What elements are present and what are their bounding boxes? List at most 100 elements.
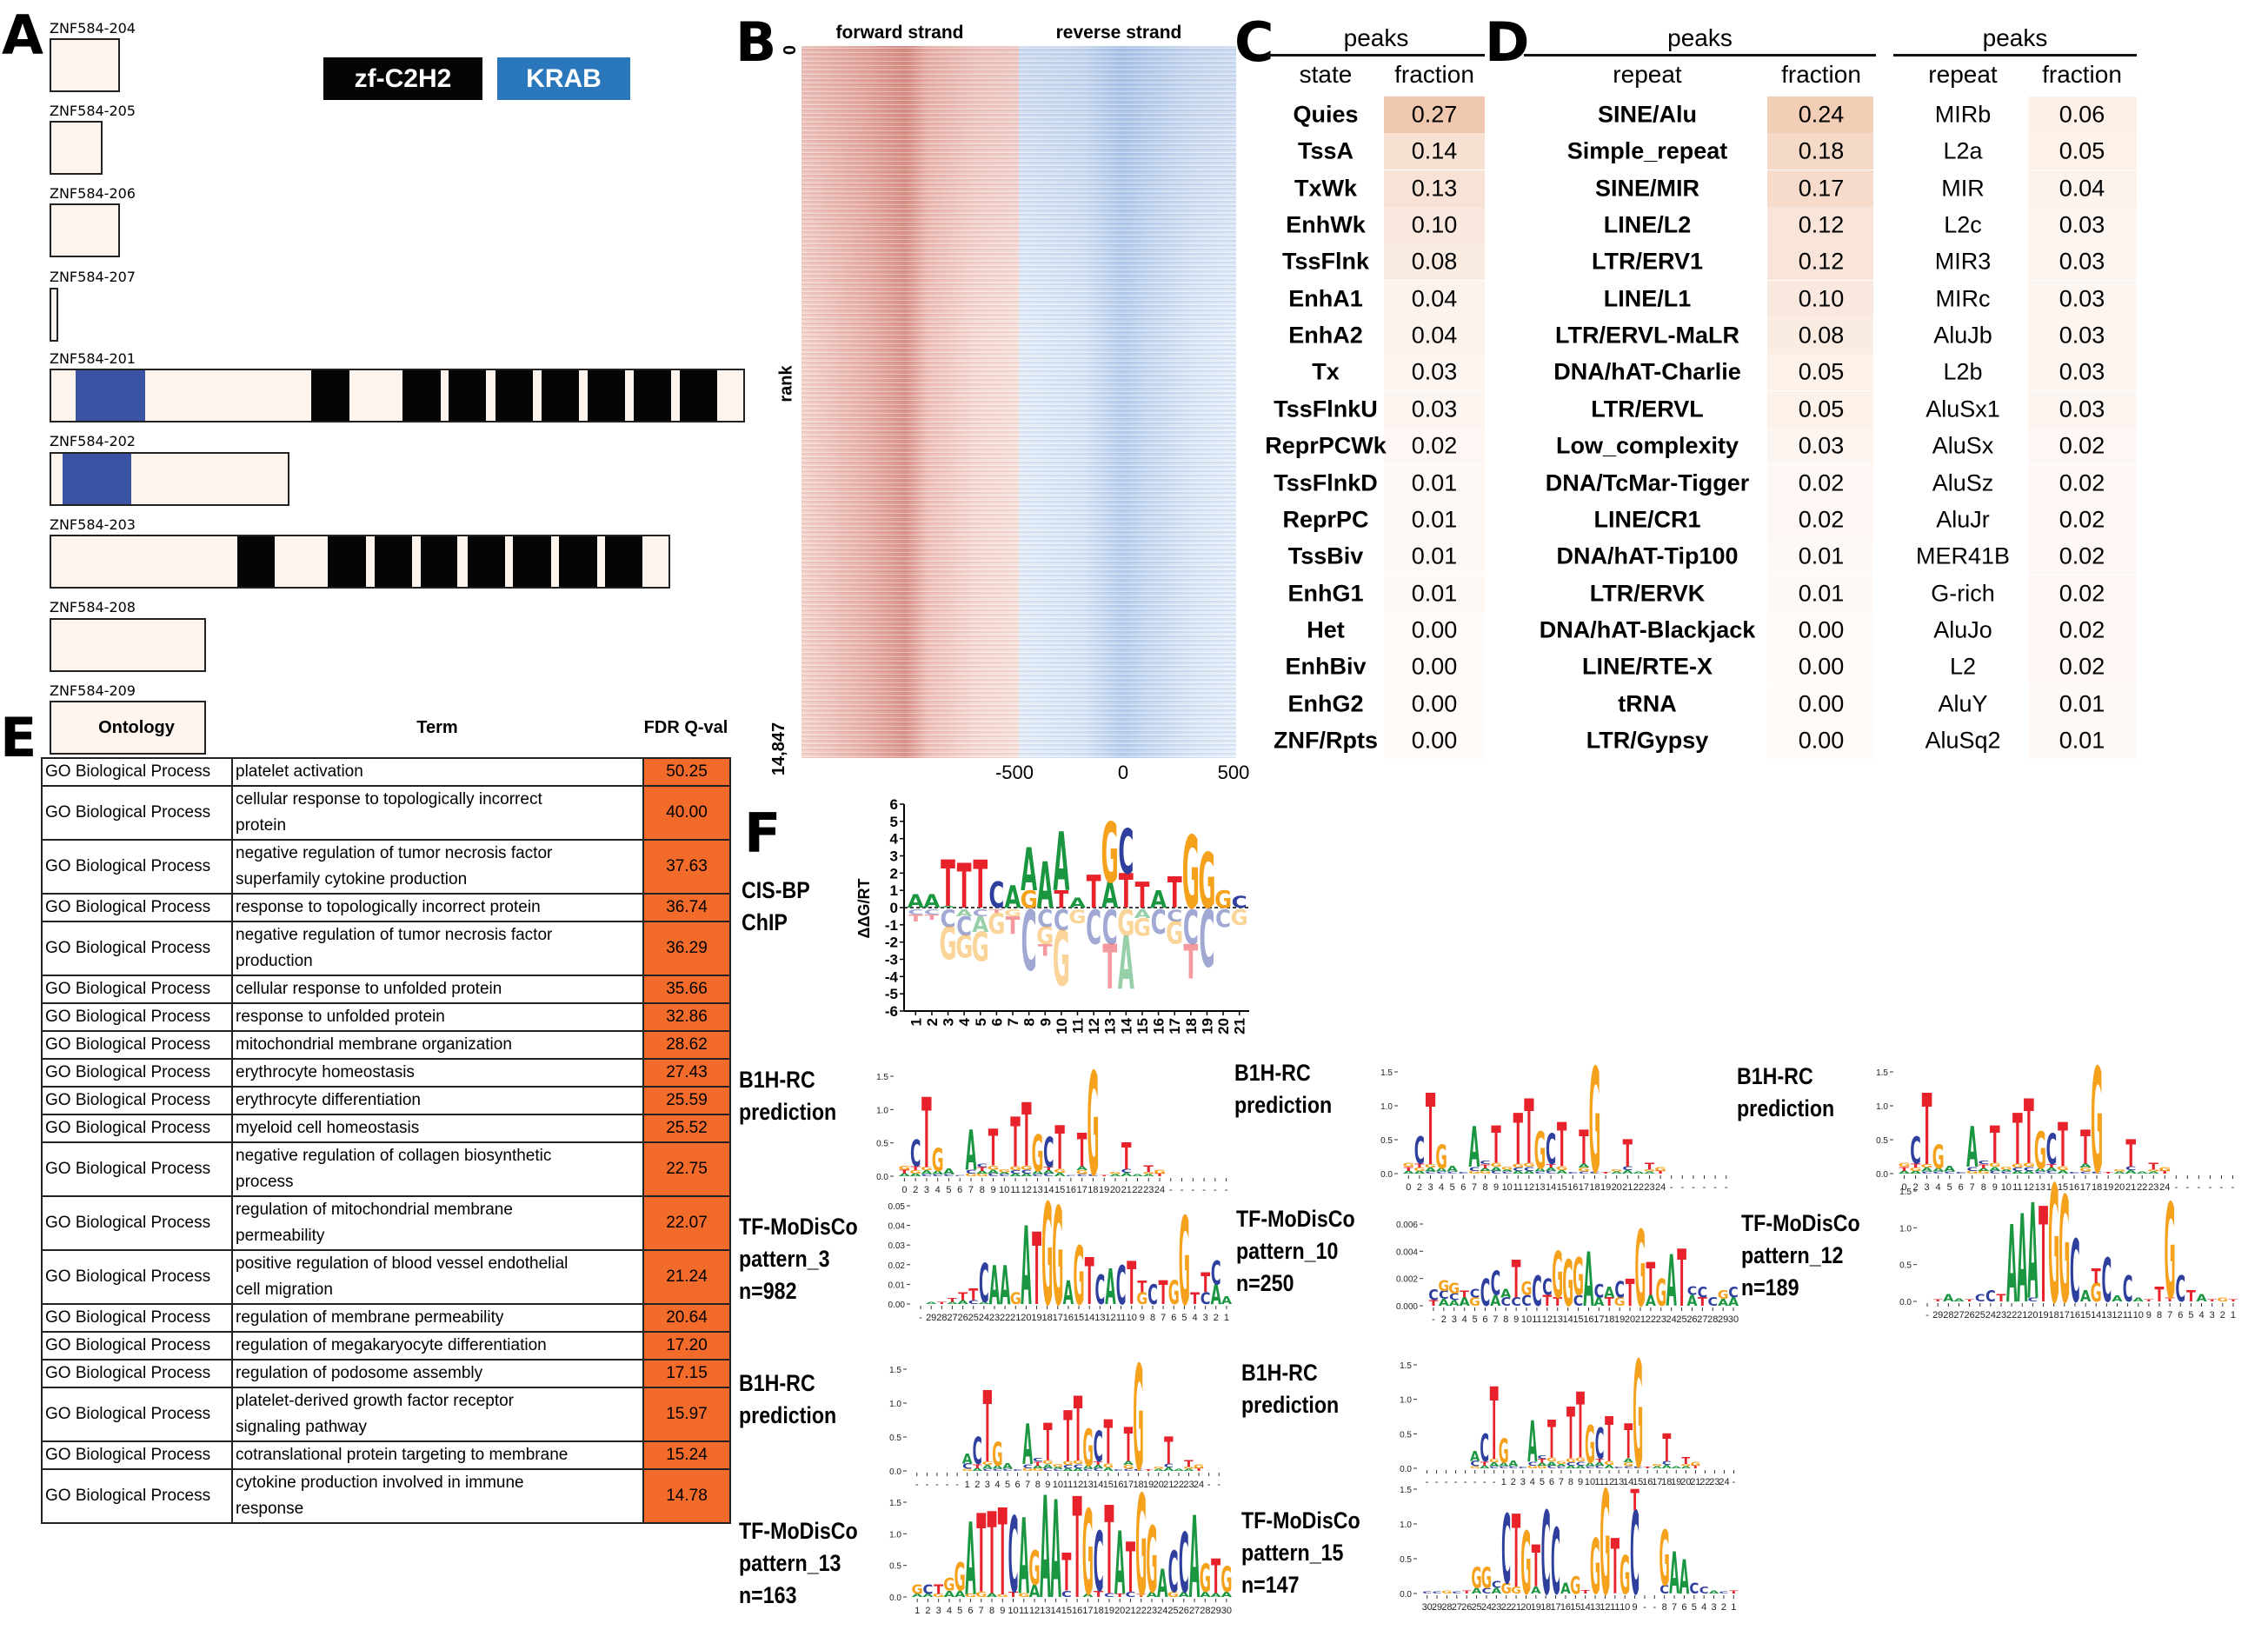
x-tick-label: 18 bbox=[1087, 1185, 1098, 1195]
logo-letter-a: A bbox=[1604, 1284, 1614, 1301]
logo-letter-g: G bbox=[1644, 1169, 1656, 1173]
panel_d2-row-fraction: 0.03 bbox=[2058, 396, 2105, 422]
logo-letter-t: T bbox=[1623, 1132, 1633, 1175]
logo-letter-a: A bbox=[1447, 1166, 1459, 1174]
logo-letter-g: G bbox=[1511, 1586, 1521, 1597]
logo-letter-c: C bbox=[966, 1168, 976, 1174]
y-tick-label: 1.5 bbox=[1876, 1068, 1888, 1078]
x-tick-label: 3 bbox=[1427, 1182, 1433, 1193]
logo-letter-c: C bbox=[1023, 1463, 1033, 1470]
fdr-qval-cell: 21.24 bbox=[642, 1249, 731, 1305]
logo-letter-c: C bbox=[1033, 1457, 1042, 1463]
y-tick-label: 1.0 bbox=[1876, 1102, 1888, 1112]
fraction-cell-shade bbox=[2028, 317, 2137, 355]
logo-letter-t: T bbox=[1061, 1543, 1071, 1604]
x-tick-label: 9 bbox=[1992, 1182, 1998, 1193]
logo-letter-c: C bbox=[1032, 1174, 1043, 1177]
logo-letter-a: A bbox=[1534, 1168, 1546, 1173]
logo-letter-t: T bbox=[921, 1078, 932, 1190]
logo-letter-g: G bbox=[992, 1434, 1003, 1474]
logo-letter-g: G bbox=[972, 924, 989, 971]
logo-letter-t: T bbox=[910, 1165, 921, 1171]
logo-letter-a: A bbox=[1989, 1166, 2000, 1172]
x-tick-label: 18 bbox=[1604, 1314, 1614, 1325]
x-tick-label: 16 bbox=[1151, 1018, 1167, 1035]
x-tick-label: 7 bbox=[968, 1185, 974, 1195]
logo-letter-c: C bbox=[1436, 1171, 1447, 1174]
logo-letter-c: C bbox=[993, 1468, 1002, 1472]
x-tick-label: 15 bbox=[1103, 1480, 1114, 1490]
panel_d1-row-fraction: 0.17 bbox=[1798, 175, 1845, 202]
x-tick-label: 24 bbox=[979, 1313, 989, 1323]
logo-letter-a: A bbox=[910, 1173, 922, 1177]
x-tick-label: - bbox=[1680, 1182, 1684, 1193]
x-tick-label: 14 bbox=[1118, 1017, 1134, 1034]
panel_c-row-label: TssBiv bbox=[1287, 542, 1364, 569]
logo-letter-c: C bbox=[1630, 1488, 1639, 1621]
y-tick-label: 1.5 bbox=[889, 1366, 901, 1375]
logo-letter-g: G bbox=[1575, 1456, 1586, 1463]
x-tick-label: 8 bbox=[2157, 1310, 2162, 1321]
logo-letter-a: A bbox=[1546, 1460, 1557, 1467]
fraction-cell-shade bbox=[2028, 170, 2137, 207]
logo-letter-c: C bbox=[943, 1174, 954, 1177]
logo-letter-g: G bbox=[1136, 1290, 1147, 1308]
x-tick-label: 5 bbox=[1540, 1477, 1545, 1487]
logo-letter-t: T bbox=[1085, 1244, 1094, 1320]
motif-source-label: B1H-RC prediction bbox=[1737, 1063, 1835, 1121]
logo-letter-c: C bbox=[1502, 1171, 1513, 1174]
logo-letter-c: C bbox=[1414, 1129, 1425, 1173]
logo-letter-c: C bbox=[2080, 1171, 2092, 1174]
x-tick-label: - bbox=[1713, 1182, 1717, 1193]
logo-letter-g: G bbox=[1471, 1562, 1481, 1596]
x-tick-label: 15 bbox=[1054, 1185, 1065, 1195]
panel_c-row-label: ReprPC bbox=[1282, 506, 1369, 533]
ontology-cell: GO Biological Process bbox=[41, 1058, 233, 1088]
x-tick-label: 11 bbox=[2012, 1182, 2022, 1193]
x-tick-label: 15 bbox=[1573, 1314, 1583, 1325]
x-tick-label: 7 bbox=[1672, 1602, 1677, 1613]
panel_d1-row-fraction: 0.03 bbox=[1798, 432, 1845, 459]
logo-letter-c: C bbox=[1043, 1467, 1053, 1472]
logo-letter-g: G bbox=[997, 1593, 1008, 1598]
logo-letter-c: C bbox=[979, 1252, 989, 1315]
term-cell: erythrocyte differentiation bbox=[231, 1086, 644, 1115]
y-tick-label: 4 bbox=[890, 831, 899, 848]
panel_d1-row-label: LTR/ERVL-MaLR bbox=[1555, 322, 1739, 349]
x-tick-label: 20 bbox=[2027, 1310, 2038, 1321]
logo-letter-t: T bbox=[957, 852, 972, 922]
logo-letter-g: G bbox=[1082, 1485, 1094, 1621]
x-tick-label: 24 bbox=[2159, 1182, 2170, 1193]
logo-letter-g: G bbox=[1441, 1590, 1452, 1594]
logo-letter-a: A bbox=[1022, 1413, 1033, 1477]
logo-letter-t: T bbox=[1524, 1081, 1533, 1185]
x-tick-label: 12 bbox=[2024, 1182, 2034, 1193]
y-tick-label: 0.01 bbox=[888, 1281, 906, 1290]
logo-letter-g: G bbox=[921, 1166, 933, 1171]
logo-letter-c: C bbox=[2012, 1167, 2024, 1172]
x-tick-label: 5 bbox=[1181, 1313, 1187, 1323]
panel-label-f: F bbox=[744, 802, 781, 865]
logo-letter-t: T bbox=[1532, 1535, 1540, 1601]
logo-letter-c: C bbox=[1699, 1586, 1709, 1597]
y-tick-label: 1.0 bbox=[1400, 1520, 1412, 1530]
x-tick-label: 5 bbox=[973, 1018, 989, 1026]
fraction-cell-shade bbox=[1384, 390, 1485, 428]
logo-letter-c: C bbox=[1480, 1160, 1490, 1165]
logo-letter-t: T bbox=[1136, 1593, 1146, 1598]
logo-letter-a: A bbox=[1943, 1293, 1954, 1304]
panel_d2-row-fraction: 0.02 bbox=[2058, 469, 2105, 496]
fraction-cell-shade bbox=[1384, 649, 1485, 686]
logo-letter-c: C bbox=[1579, 1171, 1589, 1174]
logo-letter-c: C bbox=[1492, 1580, 1501, 1591]
x-tick-label: 5 bbox=[1005, 1480, 1010, 1490]
x-tick-label: 16 bbox=[1560, 1602, 1571, 1613]
x-tick-label: -500 bbox=[994, 762, 1034, 783]
panel_d1-row-fraction: 0.00 bbox=[1798, 727, 1845, 754]
x-tick-label: - bbox=[1473, 1477, 1477, 1487]
fraction-cell-shade bbox=[1767, 207, 1873, 244]
x-tick-label: 20 bbox=[1625, 1314, 1635, 1325]
logo-letter-a: A bbox=[1666, 1240, 1677, 1323]
x-tick-label: 13 bbox=[2101, 1310, 2112, 1321]
logo-letter-t: T bbox=[1184, 1459, 1193, 1469]
